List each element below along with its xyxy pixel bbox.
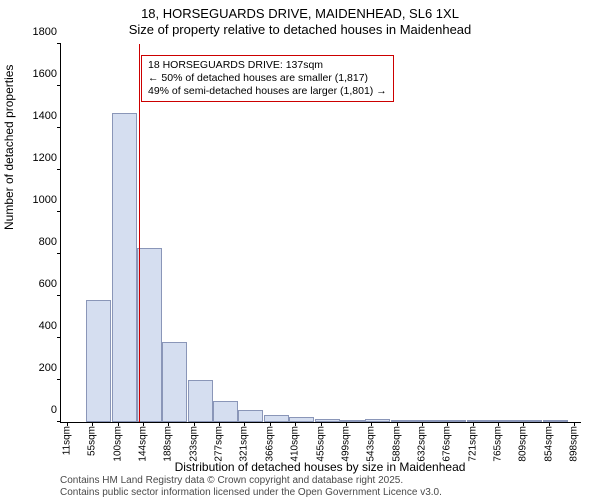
- y-tick-mark: [57, 421, 61, 422]
- x-tick-label: 11sqm: [62, 426, 73, 455]
- y-tick-mark: [57, 169, 61, 170]
- histogram-bar: [289, 417, 314, 422]
- y-axis-label: Number of detached properties: [2, 65, 16, 230]
- histogram-bar: [416, 420, 441, 422]
- x-tick-label: 233sqm: [189, 426, 200, 462]
- x-tick-label: 55sqm: [87, 426, 98, 456]
- histogram-bar: [162, 342, 187, 422]
- x-tick-label: 499sqm: [341, 426, 352, 462]
- y-tick-label: 1200: [33, 152, 61, 164]
- histogram-bar: [238, 410, 263, 422]
- y-tick-label: 1600: [33, 68, 61, 80]
- x-tick-label: 100sqm: [113, 426, 124, 462]
- histogram-bar: [86, 300, 111, 422]
- x-tick-label: 676sqm: [442, 426, 453, 462]
- x-tick-label: 144sqm: [138, 426, 149, 462]
- y-tick-mark: [57, 211, 61, 212]
- x-tick-label: 277sqm: [214, 426, 225, 462]
- y-tick-label: 800: [39, 236, 61, 248]
- y-tick-label: 600: [39, 278, 61, 290]
- x-tick-label: 188sqm: [163, 426, 174, 462]
- histogram-bar: [365, 419, 390, 422]
- y-tick-mark: [57, 295, 61, 296]
- histogram-bar: [315, 419, 340, 422]
- x-tick-label: 898sqm: [569, 426, 580, 462]
- histogram-bar: [213, 401, 238, 422]
- x-tick-label: 455sqm: [316, 426, 327, 462]
- credit-text: Contains HM Land Registry data © Crown c…: [60, 475, 580, 498]
- y-tick-mark: [57, 85, 61, 86]
- y-tick-mark: [57, 43, 61, 44]
- annotation-line-2: ← 50% of detached houses are smaller (1,…: [148, 72, 387, 85]
- histogram-bar: [264, 415, 289, 422]
- chart-title-main: 18, HORSEGUARDS DRIVE, MAIDENHEAD, SL6 1…: [0, 6, 600, 21]
- histogram-bar: [492, 420, 517, 422]
- x-tick-label: 588sqm: [392, 426, 403, 462]
- x-tick-label: 721sqm: [468, 426, 479, 462]
- y-tick-label: 200: [39, 362, 61, 374]
- annotation-box: 18 HORSEGUARDS DRIVE: 137sqm← 50% of det…: [141, 55, 394, 102]
- histogram-chart: 18, HORSEGUARDS DRIVE, MAIDENHEAD, SL6 1…: [0, 0, 600, 500]
- y-tick-label: 1000: [33, 194, 61, 206]
- y-tick-mark: [57, 379, 61, 380]
- x-tick-label: 321sqm: [239, 426, 250, 462]
- credit-line-2: Contains public sector information licen…: [60, 487, 580, 499]
- x-tick-label: 809sqm: [518, 426, 529, 462]
- x-tick-label: 765sqm: [493, 426, 504, 462]
- y-tick-label: 400: [39, 320, 61, 332]
- x-tick-label: 632sqm: [417, 426, 428, 462]
- histogram-bar: [441, 420, 466, 422]
- y-tick-mark: [57, 127, 61, 128]
- y-tick-label: 1800: [33, 26, 61, 38]
- x-tick-label: 854sqm: [544, 426, 555, 462]
- histogram-bar: [188, 380, 213, 422]
- histogram-bar: [137, 248, 162, 422]
- x-axis-label: Distribution of detached houses by size …: [60, 460, 580, 474]
- credit-line-1: Contains HM Land Registry data © Crown c…: [60, 475, 580, 487]
- plot-area: 02004006008001000120014001600180011sqm55…: [60, 44, 581, 423]
- y-tick-label: 0: [51, 404, 61, 416]
- histogram-bar: [467, 420, 492, 422]
- y-tick-label: 1400: [33, 110, 61, 122]
- annotation-line-3: 49% of semi-detached houses are larger (…: [148, 85, 387, 98]
- x-tick-label: 543sqm: [366, 426, 377, 462]
- histogram-bar: [517, 420, 542, 422]
- y-tick-mark: [57, 253, 61, 254]
- chart-title-sub: Size of property relative to detached ho…: [0, 22, 600, 37]
- histogram-bar: [543, 420, 568, 422]
- histogram-bar: [391, 420, 416, 422]
- histogram-bar: [340, 420, 365, 422]
- x-tick-label: 410sqm: [290, 426, 301, 462]
- annotation-line-1: 18 HORSEGUARDS DRIVE: 137sqm: [148, 59, 387, 72]
- histogram-bar: [112, 113, 137, 422]
- x-tick-label: 366sqm: [265, 426, 276, 462]
- y-tick-mark: [57, 337, 61, 338]
